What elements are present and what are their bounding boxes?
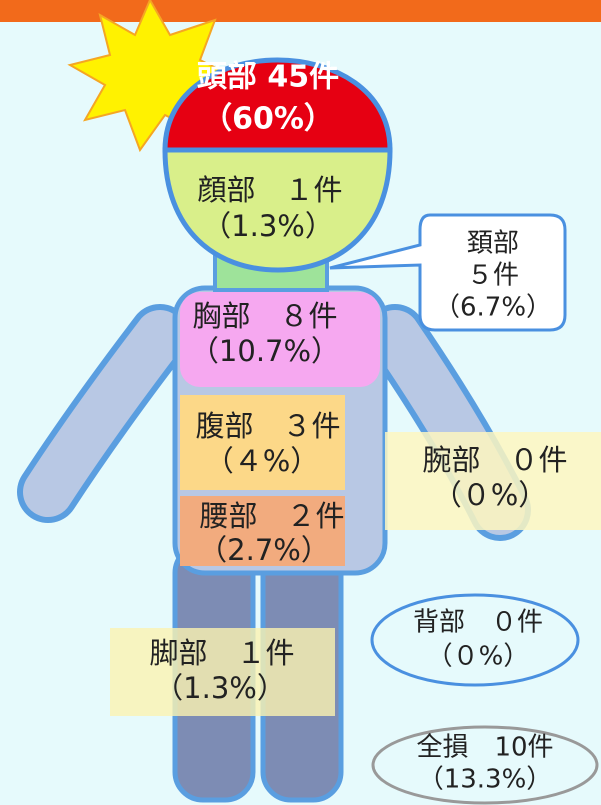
- face-label: 顔部 １件: [197, 173, 342, 207]
- leg-label: 脚部 １件: [149, 636, 294, 670]
- face-share: （1.3%）: [202, 209, 334, 243]
- waist-share: （2.7%）: [198, 533, 330, 567]
- chest-share: （10.7%）: [190, 334, 340, 368]
- body-diagram: 頭部 45件 （60%） 顔部 １件 （1.3%） 頚部 ５件 （6.7%） 胸…: [0, 0, 601, 805]
- waist-label: 腰部 ２件: [199, 499, 344, 533]
- arm-share: （０%）: [433, 478, 548, 512]
- head-share: （60%）: [202, 102, 334, 137]
- arm-label: 腕部 ０件: [422, 443, 567, 477]
- chest-label: 胸部 ８件: [192, 299, 337, 333]
- top-bar: [0, 0, 601, 22]
- head-label: 頭部 45件: [197, 60, 339, 95]
- total-label: 全損 10件: [416, 733, 553, 763]
- abdomen-share: （４%）: [205, 444, 320, 478]
- total-share: （13.3%）: [418, 765, 553, 795]
- neck-name: 頚部: [467, 229, 519, 259]
- leg-share: （1.3%）: [154, 671, 286, 705]
- neck-share: （6.7%）: [434, 293, 552, 323]
- back-share: （０%）: [427, 642, 530, 672]
- neck-label: ５件: [467, 261, 519, 291]
- abdomen-label: 腹部 ３件: [195, 409, 340, 443]
- back-label: 背部 ０件: [413, 608, 543, 638]
